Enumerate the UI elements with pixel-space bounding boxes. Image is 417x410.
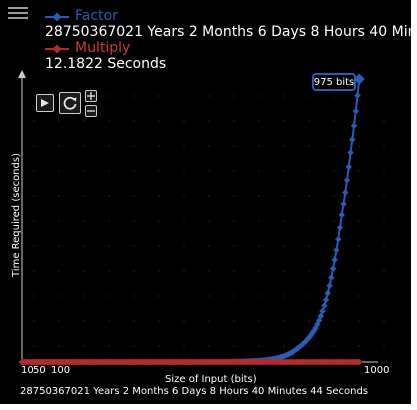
data-tooltip: 975 bits [312, 73, 356, 91]
series-layer [18, 73, 365, 366]
data-point-factor [322, 296, 330, 303]
legend-item-factor[interactable]: Factor [44, 8, 411, 25]
bottom-readout: 28750367021 Years 2 Months 6 Days 8 Hour… [20, 386, 369, 397]
zoom-in-button[interactable] [85, 90, 97, 102]
data-point-factor [343, 176, 351, 184]
legend-label-factor: Factor [75, 8, 118, 24]
data-point-factor [326, 282, 333, 289]
legend-swatch-multiply [45, 44, 69, 54]
series-multiply [18, 358, 363, 366]
legend-label-multiply: Multiply [75, 40, 131, 56]
x-tick-label: 50 [33, 365, 46, 376]
data-point-factor [331, 256, 338, 263]
grid-dots [33, 95, 385, 347]
data-point-factor [321, 302, 328, 309]
x-tick-label: 1000 [364, 365, 390, 376]
data-point-factor [347, 149, 354, 156]
data-point-factor [342, 189, 349, 196]
legend-value-multiply: 12.1822 Seconds [45, 56, 167, 72]
y-axis-label: Time Required (seconds) [11, 153, 22, 278]
data-point-factor [317, 312, 325, 320]
zoom-out-button[interactable] [85, 105, 97, 117]
data-point-factor [329, 265, 337, 272]
legend-item-multiply[interactable]: Multiply [44, 40, 411, 57]
x-tick-label: 100 [51, 365, 71, 376]
data-point-multiply [356, 358, 363, 366]
minus-icon [87, 110, 95, 112]
data-point-factor [345, 163, 352, 171]
plus-icon [87, 92, 95, 100]
highlighted-point [353, 73, 365, 85]
data-point-factor [350, 122, 358, 129]
data-point-factor [354, 92, 361, 99]
data-point-factor [352, 107, 359, 115]
data-point-factor [333, 246, 340, 254]
data-point-factor [324, 289, 332, 297]
play-button[interactable] [36, 94, 54, 112]
y-axis-arrow [18, 70, 26, 78]
data-point-factor [319, 307, 326, 315]
data-point-factor [340, 200, 347, 208]
series-factor [18, 73, 365, 366]
legend-swatch-factor [45, 12, 69, 22]
data-point-factor [328, 274, 335, 281]
legend: Factor 28750367021 Years 2 Months 6 Days… [44, 8, 411, 73]
reset-button[interactable] [59, 92, 81, 114]
x-tick-label: 10 [21, 365, 34, 376]
chart-panel: Time Required (seconds) Factor 287503670… [0, 0, 411, 404]
refresh-icon [63, 96, 77, 110]
x-axis-label: Size of Input (bits) [165, 374, 257, 385]
legend-value-factor: 28750367021 Years 2 Months 6 Days 8 Hour… [45, 24, 411, 40]
data-point-factor [336, 224, 344, 231]
data-point-factor [349, 136, 356, 143]
data-point-factor [338, 211, 345, 219]
hamburger-icon[interactable] [8, 5, 28, 21]
data-point-factor [335, 236, 342, 243]
play-icon [41, 99, 49, 107]
chart-plot: Time Required (seconds) [11, 70, 385, 366]
